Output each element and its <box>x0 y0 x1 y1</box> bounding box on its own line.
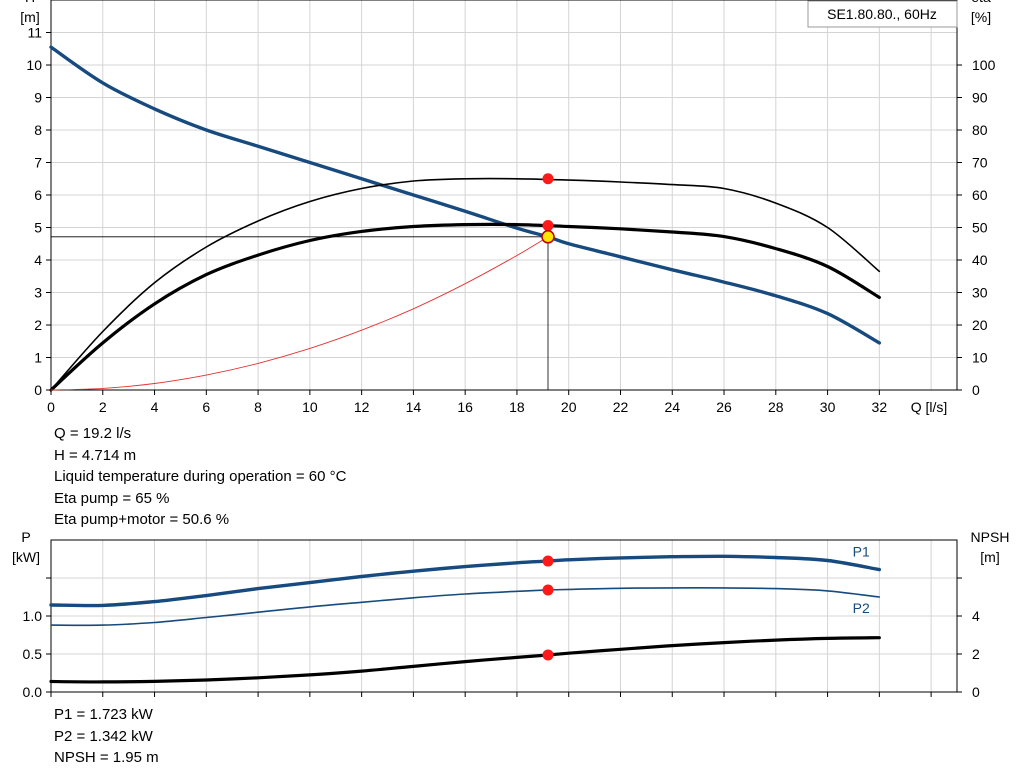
info-flow: Q = 19.2 l/s <box>54 425 132 442</box>
y-left-tick-label: 1 <box>34 350 42 366</box>
y-left-tick-label: 3 <box>34 285 42 301</box>
y-left-tick-label: 6 <box>34 187 42 203</box>
y-left-tick-label: 4 <box>34 252 42 268</box>
head-efficiency-chart: 012345678910110102030405060708090100H[m]… <box>20 0 996 415</box>
y-right-tick-label: 60 <box>972 187 988 203</box>
y-left-tick-label: 11 <box>27 25 42 41</box>
y-right-tick-label: 70 <box>972 155 988 171</box>
y-left-tick-label: 8 <box>34 122 42 138</box>
x-tick-label: 8 <box>254 399 262 415</box>
duty-point-p2 <box>542 584 554 596</box>
y-right-tick-label: 4 <box>972 608 980 624</box>
x-tick-label: 14 <box>406 399 422 415</box>
y-left-axis-title-line2: [kW] <box>12 549 40 565</box>
y-left-tick-label: 0 <box>34 382 42 398</box>
y-left-tick-label: 2 <box>34 317 42 333</box>
series-line-system_curve <box>50 236 549 391</box>
x-tick-label: 10 <box>302 399 318 415</box>
series-label-p2: P2 <box>853 600 870 616</box>
y-left-tick-label: 9 <box>34 90 42 106</box>
series-line-eta_pump_motor <box>49 222 881 392</box>
x-tick-label: 4 <box>151 399 159 415</box>
y-left-tick-label: 10 <box>26 57 42 73</box>
y-right-axis-title-line1: eta <box>971 0 991 5</box>
y-right-tick-label: 10 <box>972 350 988 366</box>
info-liquid-temperature: Liquid temperature during operation = 60… <box>54 468 347 485</box>
y-right-tick-label: 0 <box>972 382 980 398</box>
y-right-tick-label: 40 <box>972 252 988 268</box>
y-left-tick-label: 0.0 <box>23 684 43 700</box>
info-head: H = 4.714 m <box>54 446 137 464</box>
y-left-axis-title-line1: P <box>21 529 30 545</box>
y-left-tick-label: 7 <box>34 155 42 171</box>
y-left-axis-title-line2: [m] <box>20 9 39 25</box>
x-tick-label: 6 <box>202 399 210 415</box>
y-right-tick-label: 0 <box>972 684 980 700</box>
duty-point-p1 <box>542 555 554 567</box>
duty-point-eta-pump-motor <box>542 220 554 232</box>
y-left-tick-label: 0.5 <box>23 646 43 662</box>
y-right-tick-label: 50 <box>972 220 988 236</box>
info-p2: P2 = 1.342 kW <box>54 727 153 745</box>
duty-point-eta-pump <box>542 173 554 185</box>
info-npsh: NPSH = 1.95 m <box>54 749 159 766</box>
y-left-axis-title-line1: H <box>25 0 35 5</box>
x-tick-label: 28 <box>768 399 784 415</box>
x-tick-label: 16 <box>457 399 473 415</box>
x-tick-label: 2 <box>99 399 107 415</box>
y-right-tick-label: 90 <box>972 90 988 106</box>
y-right-tick-label: 80 <box>972 122 988 138</box>
y-right-tick-label: 100 <box>972 57 996 73</box>
series-line-head <box>49 45 881 345</box>
x-tick-label: 26 <box>716 399 732 415</box>
y-right-axis-title-line1: NPSH <box>971 529 1010 545</box>
curve-badge-text: SE1.80.80., 60Hz <box>827 6 937 22</box>
x-tick-label: 20 <box>561 399 577 415</box>
x-tick-label: 32 <box>872 399 888 415</box>
series-line-P1 <box>49 554 881 608</box>
duty-point-npsh <box>542 649 554 661</box>
series-label-p1: P1 <box>853 544 870 560</box>
info-eta-pump-motor: Eta pump+motor = 50.6 % <box>54 511 230 528</box>
x-tick-label: 18 <box>509 399 525 415</box>
y-left-tick-label: 1.0 <box>23 608 43 624</box>
operating-info-top: Q = 19.2 l/s H = 4.714 m Liquid temperat… <box>54 423 346 531</box>
y-right-tick-label: 2 <box>972 646 980 662</box>
operating-info-bottom: P1 = 1.723 kW P2 = 1.342 kW NPSH = 1.95 … <box>54 704 159 769</box>
y-right-tick-label: 20 <box>972 317 988 333</box>
series-line-NPSH <box>49 636 881 684</box>
y-right-axis-title-line2: [m] <box>980 549 999 565</box>
x-tick-label: 12 <box>354 399 370 415</box>
y-right-axis-title-line2: [%] <box>971 9 991 25</box>
y-right-tick-label: 30 <box>972 285 988 301</box>
info-eta-pump: Eta pump = 65 % <box>54 489 170 507</box>
x-axis-title: Q [l/s] <box>911 399 948 415</box>
x-tick-label: 0 <box>47 399 55 415</box>
y-left-tick-label: 5 <box>34 220 42 236</box>
duty-point-head <box>541 230 555 244</box>
curve-badge-box <box>807 0 958 28</box>
x-tick-label: 22 <box>613 399 629 415</box>
info-p1: P1 = 1.723 kW <box>54 706 153 723</box>
x-tick-label: 30 <box>820 399 836 415</box>
series-line-P2 <box>50 587 881 627</box>
series-line-eta_pump <box>50 177 881 391</box>
x-tick-label: 24 <box>664 399 680 415</box>
power-npsh-chart: 0.0 0.5 1.0 0 2 4 P [kW] NPSH [m] P1 P2 <box>12 529 1009 700</box>
